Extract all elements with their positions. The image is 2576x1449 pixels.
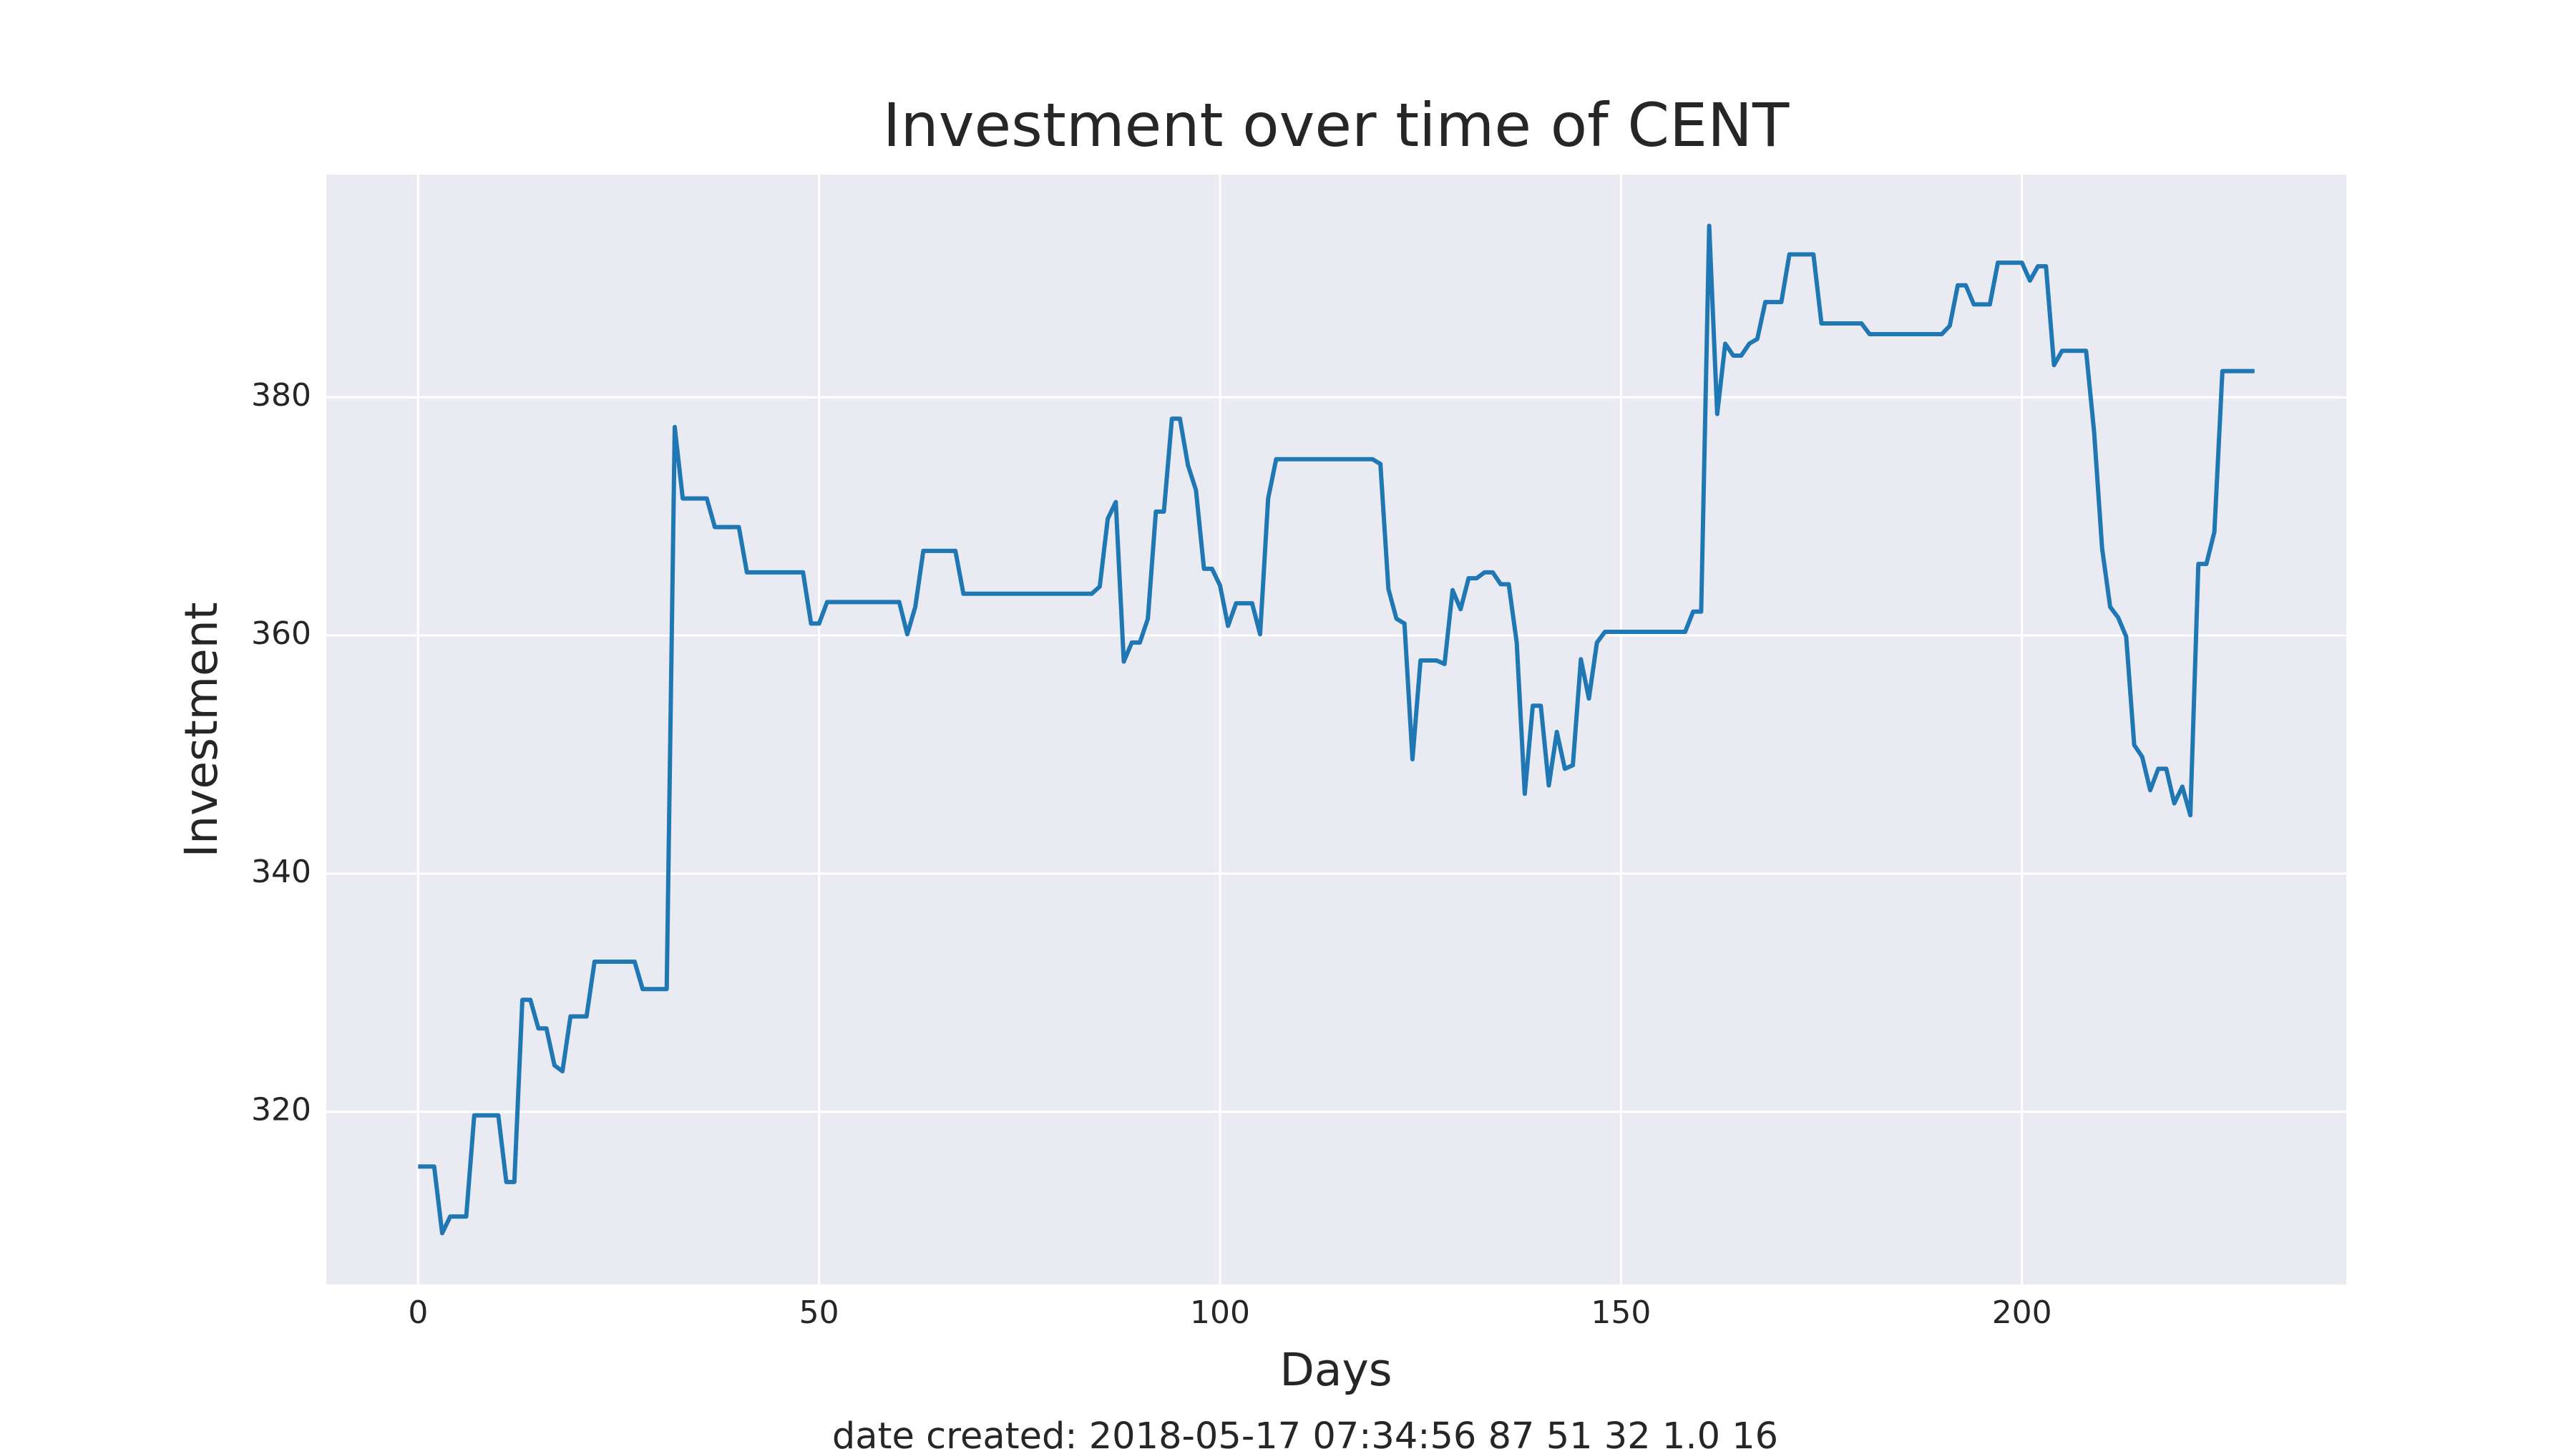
y-tick-label: 340	[251, 854, 311, 890]
data-line	[418, 223, 2255, 1236]
plot-area	[326, 175, 2346, 1284]
y-axis-label: Investment	[175, 602, 228, 858]
x-tick-label: 150	[1591, 1294, 1651, 1331]
y-tick-label: 360	[251, 615, 311, 652]
x-axis-label: Days	[1279, 1344, 1392, 1396]
x-tick-label: 0	[408, 1294, 428, 1331]
y-tick-label: 380	[251, 377, 311, 414]
x-tick-label: 100	[1190, 1294, 1250, 1331]
y-tick-label: 320	[251, 1092, 311, 1128]
grid	[326, 175, 2346, 1284]
x-tick-label: 50	[799, 1294, 839, 1331]
marks	[418, 223, 2255, 1236]
footer-note: date created: 2018-05-17 07:34:56 87 51 …	[832, 1415, 1778, 1449]
x-tick-label: 200	[1992, 1294, 2052, 1331]
chart-title: Investment over time of CENT	[883, 90, 1790, 160]
